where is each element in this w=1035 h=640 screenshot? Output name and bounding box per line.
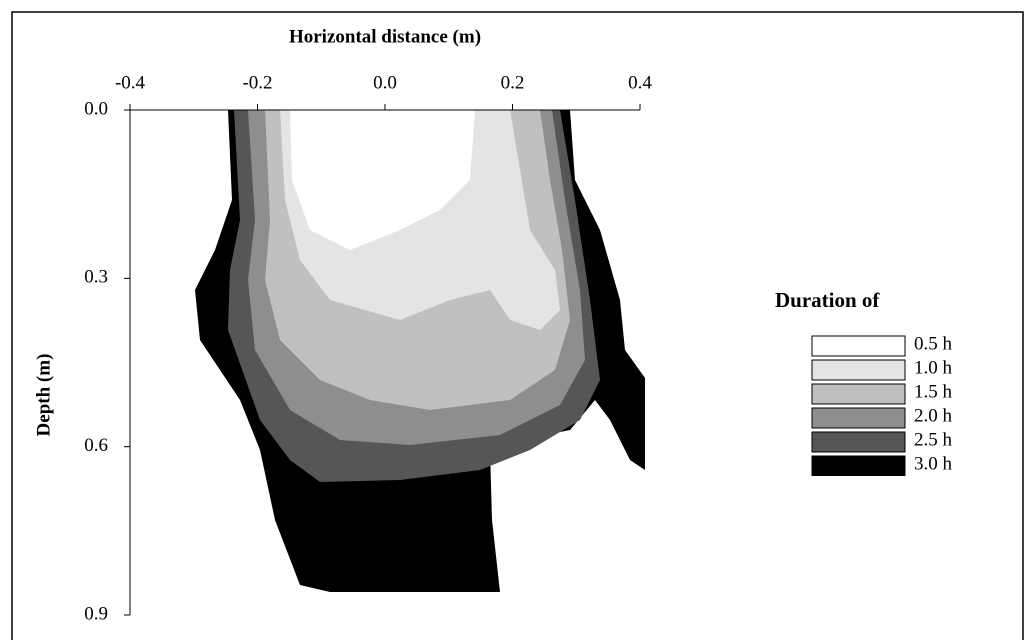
y-tick-label: 0.0 [84, 98, 108, 119]
legend-label: 0.5 h [914, 333, 953, 354]
contours [195, 110, 645, 592]
y-tick-label: 0.3 [84, 267, 108, 288]
legend: 0.5 h 1.0 h 1.5 h 2.0 h 2.5 h 3.0 h [811, 333, 953, 476]
x-tick-label: -0.4 [115, 72, 146, 93]
x-tick-label: 0.4 [628, 72, 652, 93]
x-tick-label: -0.2 [242, 72, 272, 93]
frame [11, 11, 1024, 640]
y-tick-label: 0.9 [84, 603, 108, 624]
legend-label: 1.5 h [914, 381, 953, 402]
x-axis-title: Horizontal distance (m) [289, 26, 481, 47]
contour-region [290, 110, 475, 250]
legend-swatch [811, 407, 906, 429]
legend-swatch [811, 455, 906, 476]
legend-label: 3.0 h [914, 453, 953, 474]
x-tick-label: 0.0 [373, 72, 397, 93]
y-tick-label: 0.6 [84, 435, 108, 456]
x-tick-label: 0.2 [501, 72, 525, 93]
legend-label: 2.5 h [914, 429, 953, 450]
legend-title: Duration of [775, 288, 880, 312]
y-axis-title: Depth (m) [33, 354, 54, 437]
legend-swatch [811, 431, 906, 453]
legend-swatch [811, 383, 906, 405]
legend-swatch [811, 335, 906, 357]
legend-label: 1.0 h [914, 357, 953, 378]
legend-label: 2.0 h [914, 405, 953, 426]
legend-swatch [811, 359, 906, 381]
